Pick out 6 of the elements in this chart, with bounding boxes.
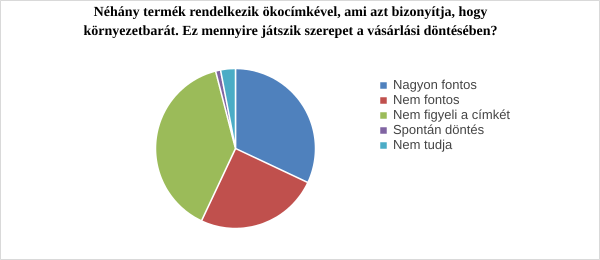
legend-label: Spontán döntés (393, 122, 484, 137)
legend-label: Nem tudja (393, 137, 452, 152)
legend-label: Nem fontos (393, 92, 460, 107)
chart-title: Néhány termék rendelkezik ökocímkével, ami azt bizonyítja, hogy környezetbarát. Ez mennyire játszik szerepet a vásárlási döntésében? (84, 5, 498, 39)
legend-label: Nagyon fontos (393, 77, 477, 92)
legend-label: Nem figyeli a címkét (393, 107, 510, 122)
